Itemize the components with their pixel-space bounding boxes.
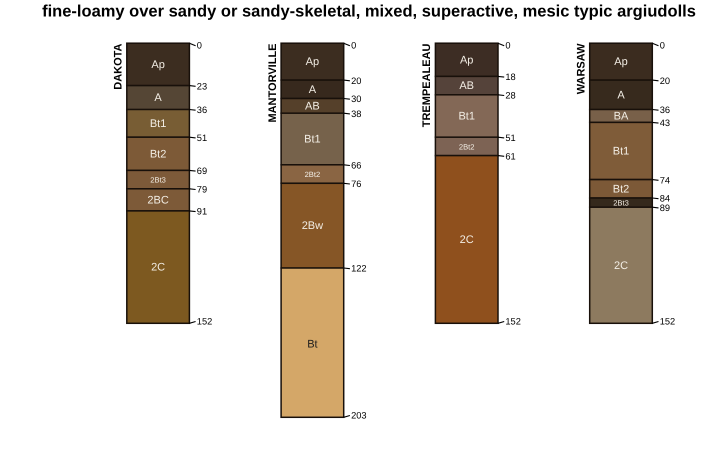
svg-text:74: 74 (660, 175, 670, 185)
svg-text:2C: 2C (460, 234, 474, 246)
svg-text:152: 152 (197, 317, 213, 327)
svg-text:fine-loamy over sandy or sandy: fine-loamy over sandy or sandy-skeletal,… (42, 2, 696, 20)
svg-text:AB: AB (459, 80, 474, 92)
svg-text:2Bt3: 2Bt3 (150, 176, 166, 185)
svg-text:2Bw: 2Bw (302, 220, 323, 232)
svg-text:A: A (154, 92, 162, 104)
svg-text:0: 0 (505, 41, 510, 51)
svg-text:203: 203 (351, 411, 367, 421)
svg-text:Bt1: Bt1 (613, 146, 630, 158)
svg-text:AB: AB (305, 100, 320, 112)
svg-text:91: 91 (197, 207, 207, 217)
svg-text:69: 69 (197, 166, 207, 176)
svg-text:51: 51 (197, 133, 207, 143)
svg-text:2Bt2: 2Bt2 (305, 170, 321, 179)
svg-text:Bt1: Bt1 (458, 111, 475, 123)
svg-text:0: 0 (660, 41, 665, 51)
svg-text:TREMPEALEAU: TREMPEALEAU (421, 43, 433, 127)
svg-text:2Bt2: 2Bt2 (459, 142, 475, 151)
svg-text:43: 43 (660, 118, 670, 128)
svg-text:66: 66 (351, 161, 361, 171)
svg-text:2BC: 2BC (147, 194, 168, 206)
svg-text:79: 79 (197, 185, 207, 195)
svg-text:A: A (617, 89, 625, 101)
svg-text:0: 0 (351, 41, 356, 51)
svg-text:76: 76 (351, 179, 361, 189)
svg-text:2C: 2C (151, 262, 165, 274)
svg-text:2C: 2C (614, 260, 628, 272)
svg-text:0: 0 (197, 41, 202, 51)
svg-text:36: 36 (197, 105, 207, 115)
svg-text:MANTORVILLE: MANTORVILLE (267, 44, 279, 123)
svg-text:84: 84 (660, 194, 670, 204)
svg-text:WARSAW: WARSAW (575, 43, 587, 94)
svg-text:18: 18 (505, 72, 515, 82)
svg-text:20: 20 (660, 76, 670, 86)
svg-text:28: 28 (505, 91, 515, 101)
svg-text:Bt1: Bt1 (304, 134, 321, 146)
svg-text:36: 36 (660, 105, 670, 115)
svg-text:61: 61 (505, 151, 515, 161)
svg-text:Bt: Bt (307, 339, 317, 351)
svg-text:Bt2: Bt2 (150, 148, 167, 160)
svg-text:BA: BA (614, 111, 629, 123)
svg-text:23: 23 (197, 81, 207, 91)
svg-text:Bt1: Bt1 (150, 118, 167, 130)
svg-text:152: 152 (505, 317, 521, 327)
svg-text:A: A (309, 84, 317, 96)
svg-text:Ap: Ap (151, 59, 164, 71)
svg-text:38: 38 (351, 109, 361, 119)
svg-text:Ap: Ap (460, 54, 473, 66)
svg-text:Bt2: Bt2 (613, 183, 630, 195)
svg-text:152: 152 (660, 317, 676, 327)
svg-text:122: 122 (351, 264, 367, 274)
svg-text:Ap: Ap (614, 56, 627, 68)
svg-text:DAKOTA: DAKOTA (113, 43, 125, 89)
svg-text:2Bt3: 2Bt3 (613, 199, 629, 208)
svg-text:89: 89 (660, 203, 670, 213)
svg-text:30: 30 (351, 94, 361, 104)
svg-text:20: 20 (351, 76, 361, 86)
svg-text:51: 51 (505, 133, 515, 143)
svg-text:Ap: Ap (306, 56, 319, 68)
